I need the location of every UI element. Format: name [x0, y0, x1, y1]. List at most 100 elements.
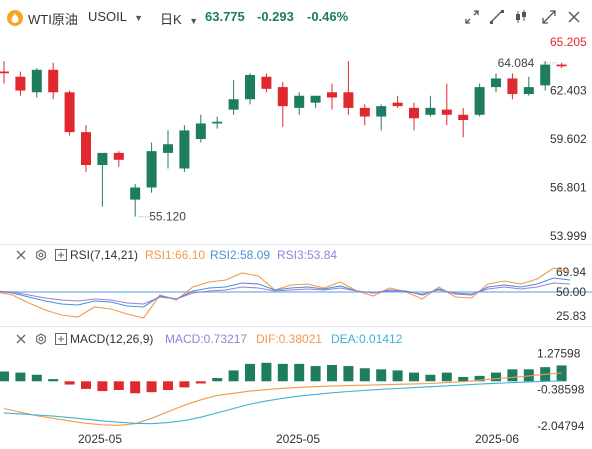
instrument-name: WTI原油 — [28, 12, 78, 27]
draw-line-icon[interactable] — [489, 9, 505, 25]
low-price-label: 55.120 — [149, 210, 186, 224]
gear-icon[interactable] — [35, 333, 47, 345]
macd-histogram-bar — [64, 381, 75, 385]
macd-histogram-bar — [163, 381, 173, 390]
last-price: 63.775 — [205, 9, 245, 24]
close-icon[interactable] — [566, 9, 582, 25]
price-axis-label: 53.999 — [550, 229, 587, 243]
candle-body — [212, 121, 223, 124]
macd-header: MACD(12,26,9) MACD:0.73217 DIF:0.38021 D… — [0, 329, 470, 349]
candle-body — [81, 132, 91, 166]
candle-body — [195, 123, 206, 140]
candle-body — [146, 151, 157, 188]
macd-histogram-bar — [97, 381, 108, 392]
candle-body — [327, 92, 337, 98]
candle-body — [15, 76, 26, 91]
candle-body — [31, 69, 42, 93]
candle-body — [491, 78, 501, 88]
rsi1-value: RSI1:66.10 — [145, 248, 206, 262]
candle-body — [409, 107, 419, 119]
oil-drop-logo-icon — [7, 10, 23, 26]
candle-body — [343, 92, 354, 108]
expand-square-icon[interactable] — [55, 249, 67, 261]
rsi-chart[interactable]: 69.94 50.00 25.83 — [0, 244, 592, 326]
candle-type-icon[interactable] — [513, 9, 529, 25]
rsi3-value: RSI3:53.84 — [277, 248, 338, 262]
close-icon[interactable] — [16, 334, 26, 344]
candle-body — [294, 95, 305, 108]
macd-histogram-bar — [277, 363, 288, 382]
macd-histogram-bar — [15, 372, 26, 382]
candle-body — [48, 69, 59, 93]
candle-body — [458, 114, 469, 120]
candle-body — [507, 78, 518, 95]
chevron-down-icon: ▼ — [134, 13, 144, 23]
chart-header: WTI原油 USOIL ▼ 日K ▼ 63.775 -0.293 -0.46% — [0, 0, 592, 34]
timeframe-selector[interactable]: 日K ▼ — [160, 9, 198, 28]
price-axis-label: 62.403 — [550, 84, 587, 98]
macd-histogram-bar — [81, 381, 91, 389]
zoom-fit-icon[interactable] — [464, 9, 480, 25]
candle-body — [376, 106, 387, 117]
price-axis-label: 65.205 — [550, 35, 587, 49]
rsi2-value: RSI2:58.09 — [210, 248, 271, 262]
candle-body — [359, 107, 370, 117]
macd-histogram-bar — [228, 370, 239, 382]
macd-chart[interactable]: 1.27598 -0.38598 -2.04794 2025-05 2025-05 202… — [0, 327, 592, 449]
gear-icon[interactable] — [35, 249, 47, 261]
candle-body — [130, 187, 141, 200]
candle-body — [425, 107, 436, 115]
high-price-label: 64.084 — [498, 56, 535, 70]
candle-body — [540, 64, 551, 86]
macd-axis-label: -2.04794 — [537, 419, 585, 433]
close-icon[interactable] — [16, 250, 26, 260]
macd-histogram-bar — [458, 376, 469, 382]
macd-histogram-bar — [261, 362, 272, 382]
candle-body — [64, 92, 75, 133]
rsi-axis-label: 25.83 — [556, 309, 586, 323]
macd-histogram-bar — [0, 371, 9, 382]
candle-body — [228, 99, 239, 110]
x-axis-date-label: 2025-05 — [78, 432, 122, 446]
macd-histogram-bar — [327, 364, 337, 382]
macd-histogram-bar — [113, 381, 124, 390]
candle-body — [310, 95, 321, 103]
dea-value: DEA:0.01412 — [331, 332, 403, 346]
rsi-label: RSI(7,14,21) — [70, 248, 139, 262]
candle-body — [113, 152, 124, 160]
price-axis-label: 56.801 — [550, 181, 587, 195]
rsi3-line — [0, 282, 571, 305]
macd-histogram-bar — [245, 363, 255, 382]
dea-line — [3, 380, 562, 425]
macd-histogram-bar — [343, 366, 354, 382]
candle-body — [523, 87, 534, 95]
expand-square-icon[interactable] — [55, 333, 67, 345]
candle-body — [261, 76, 272, 89]
macd-histogram-bar — [179, 381, 190, 388]
macd-histogram-bar — [294, 363, 305, 382]
x-axis-date-label: 2025-06 — [475, 432, 519, 446]
macd-histogram-bar — [31, 374, 42, 382]
macd-axis-label: 1.27598 — [537, 347, 581, 361]
macd-histogram-bar — [507, 369, 518, 382]
candle-body — [163, 144, 173, 153]
macd-histogram-bar — [359, 368, 370, 382]
price-change: -0.293 — [257, 9, 294, 24]
candle-body — [474, 87, 485, 115]
pane-divider — [0, 326, 592, 327]
candlestick-chart[interactable]: 65.205 62.403 59.602 56.801 53.999 64.084 55.1… — [0, 34, 592, 244]
macd-histogram-bar — [212, 378, 223, 382]
symbol-selector[interactable]: USOIL ▼ — [88, 9, 143, 24]
macd-histogram-bar — [48, 379, 59, 382]
macd-histogram-bar — [491, 372, 501, 382]
macd-histogram-bar — [474, 375, 485, 382]
dif-line — [3, 372, 562, 426]
candle-body — [0, 71, 9, 74]
rsi-axis-label: 69.94 — [556, 265, 586, 279]
price-axis-label: 59.602 — [550, 132, 587, 146]
x-axis-date-label: 2025-05 — [276, 432, 320, 446]
macd-histogram-bar — [425, 374, 436, 382]
expand-icon[interactable] — [541, 9, 557, 25]
candle-body — [245, 74, 255, 100]
rsi-header: RSI(7,14,21) RSI1:66.10 RSI2:58.09 RSI3:… — [0, 245, 470, 265]
